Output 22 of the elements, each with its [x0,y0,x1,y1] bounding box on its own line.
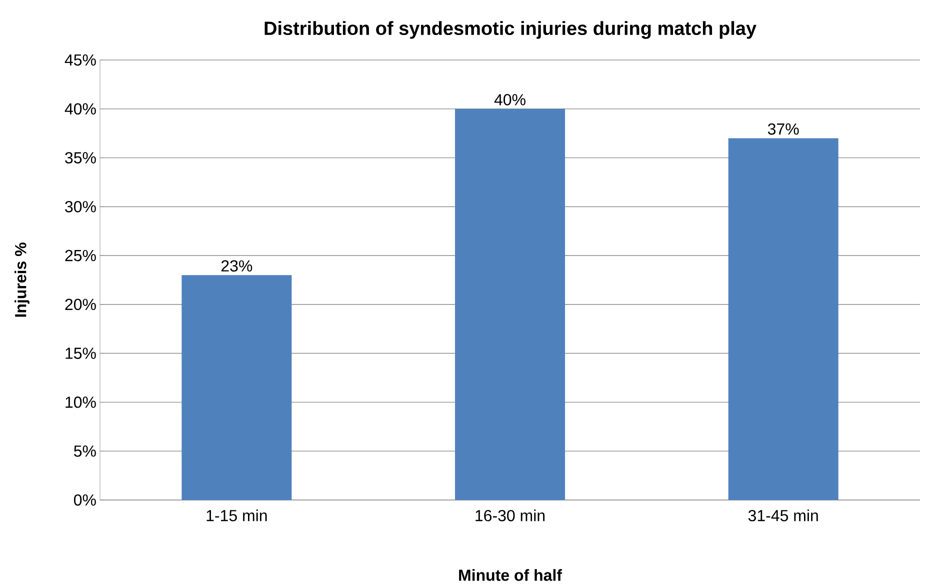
y-tick-label: 0% [74,494,96,506]
y-tick-label: 25% [65,250,96,262]
y-tick-label: 20% [65,298,96,310]
y-axis-title: Injureis % [14,242,30,317]
chart-title: Distribution of syndesmotic injuries during match play [264,21,756,39]
y-tick-label: 45% [64,54,96,66]
y-tick-label: 35% [65,152,96,164]
x-axis-title: Minute of half [459,569,562,581]
x-tick-label: 16-30 min [476,510,545,522]
y-tick-label: 40% [64,103,96,115]
data-label: 23% [221,260,252,272]
y-tick-label: 10% [66,396,96,408]
y-tick-label: 5% [74,445,96,457]
x-tick-label: 1-15 min [206,510,267,522]
bar [455,108,566,500]
y-tick-label: 15% [66,348,96,359]
bar [728,138,838,500]
x-tick-label: 31-45 min [748,510,818,522]
data-label: 40% [494,94,526,106]
bar [182,275,292,500]
y-tick-label: 30% [65,201,96,212]
data-label: 37% [768,123,799,135]
